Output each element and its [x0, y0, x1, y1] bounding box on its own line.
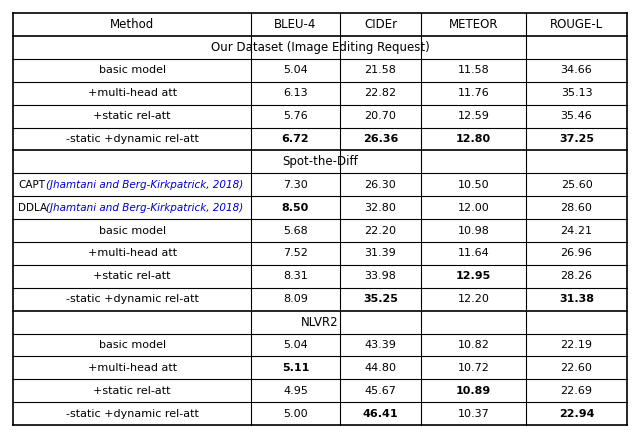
Text: 26.36: 26.36: [363, 134, 398, 144]
Text: 8.50: 8.50: [282, 203, 309, 213]
Text: 43.39: 43.39: [365, 340, 396, 350]
Text: 34.66: 34.66: [561, 66, 593, 75]
Text: 33.98: 33.98: [365, 271, 396, 281]
Text: 35.13: 35.13: [561, 88, 593, 98]
Text: 22.60: 22.60: [561, 363, 593, 373]
Text: 8.09: 8.09: [283, 294, 308, 304]
Text: 12.80: 12.80: [456, 134, 491, 144]
Text: 22.94: 22.94: [559, 409, 595, 418]
Text: 6.13: 6.13: [283, 88, 308, 98]
Text: 11.76: 11.76: [458, 88, 490, 98]
Text: 37.25: 37.25: [559, 134, 594, 144]
Text: +static rel-att: +static rel-att: [93, 386, 171, 396]
Text: 5.04: 5.04: [283, 340, 308, 350]
Text: 12.20: 12.20: [458, 294, 490, 304]
Text: 35.25: 35.25: [363, 294, 398, 304]
Text: 10.98: 10.98: [458, 226, 490, 235]
Text: 22.19: 22.19: [561, 340, 593, 350]
Text: 24.21: 24.21: [561, 226, 593, 235]
Text: 5.00: 5.00: [283, 409, 308, 418]
Text: basic model: basic model: [99, 340, 166, 350]
Text: 31.39: 31.39: [365, 249, 396, 258]
Text: 5.68: 5.68: [283, 226, 308, 235]
Text: 28.26: 28.26: [561, 271, 593, 281]
Text: 25.60: 25.60: [561, 180, 593, 190]
Text: +static rel-att: +static rel-att: [93, 271, 171, 281]
Text: METEOR: METEOR: [449, 18, 499, 31]
Text: 44.80: 44.80: [364, 363, 396, 373]
Text: 8.31: 8.31: [283, 271, 308, 281]
Text: 46.41: 46.41: [363, 409, 398, 418]
Text: (Jhamtani and Berg-Kirkpatrick, 2018): (Jhamtani and Berg-Kirkpatrick, 2018): [46, 180, 243, 190]
Text: Method: Method: [110, 18, 154, 31]
Text: 26.96: 26.96: [561, 249, 593, 258]
Text: 12.95: 12.95: [456, 271, 492, 281]
Text: 31.38: 31.38: [559, 294, 594, 304]
Text: 32.80: 32.80: [365, 203, 396, 213]
Text: CIDEr: CIDEr: [364, 18, 397, 31]
Text: CAPT: CAPT: [18, 180, 45, 190]
Text: +multi-head att: +multi-head att: [88, 363, 177, 373]
Text: BLEU-4: BLEU-4: [275, 18, 317, 31]
Text: 22.82: 22.82: [364, 88, 397, 98]
Text: ROUGE-L: ROUGE-L: [550, 18, 603, 31]
Text: DDLA: DDLA: [18, 203, 47, 213]
Text: 28.60: 28.60: [561, 203, 593, 213]
Text: +multi-head att: +multi-head att: [88, 88, 177, 98]
Text: 10.37: 10.37: [458, 409, 490, 418]
Text: +multi-head att: +multi-head att: [88, 249, 177, 258]
Text: +static rel-att: +static rel-att: [93, 111, 171, 121]
Text: 12.59: 12.59: [458, 111, 490, 121]
Text: 26.30: 26.30: [365, 180, 396, 190]
Text: 10.50: 10.50: [458, 180, 490, 190]
Text: 45.67: 45.67: [365, 386, 396, 396]
Text: 20.70: 20.70: [365, 111, 396, 121]
Text: 11.64: 11.64: [458, 249, 490, 258]
Text: basic model: basic model: [99, 226, 166, 235]
Text: 7.52: 7.52: [283, 249, 308, 258]
Text: -static +dynamic rel-att: -static +dynamic rel-att: [66, 134, 198, 144]
Text: NLVR2: NLVR2: [301, 315, 339, 329]
Text: 10.89: 10.89: [456, 386, 492, 396]
Text: 5.76: 5.76: [283, 111, 308, 121]
Text: 12.00: 12.00: [458, 203, 490, 213]
Text: Our Dataset (Image Editing Request): Our Dataset (Image Editing Request): [211, 41, 429, 54]
Text: 6.72: 6.72: [282, 134, 309, 144]
Text: 4.95: 4.95: [283, 386, 308, 396]
Text: 22.20: 22.20: [364, 226, 396, 235]
Text: 7.30: 7.30: [283, 180, 308, 190]
Text: (Jhamtani and Berg-Kirkpatrick, 2018): (Jhamtani and Berg-Kirkpatrick, 2018): [46, 203, 243, 213]
Text: -static +dynamic rel-att: -static +dynamic rel-att: [66, 409, 198, 418]
Text: 35.46: 35.46: [561, 111, 593, 121]
Text: basic model: basic model: [99, 66, 166, 75]
Text: 22.69: 22.69: [561, 386, 593, 396]
Text: 5.11: 5.11: [282, 363, 309, 373]
Text: 10.72: 10.72: [458, 363, 490, 373]
Text: 5.04: 5.04: [283, 66, 308, 75]
Text: 21.58: 21.58: [365, 66, 396, 75]
Text: Spot-the-Diff: Spot-the-Diff: [282, 155, 358, 169]
Text: -static +dynamic rel-att: -static +dynamic rel-att: [66, 294, 198, 304]
Text: 11.58: 11.58: [458, 66, 490, 75]
Text: 10.82: 10.82: [458, 340, 490, 350]
